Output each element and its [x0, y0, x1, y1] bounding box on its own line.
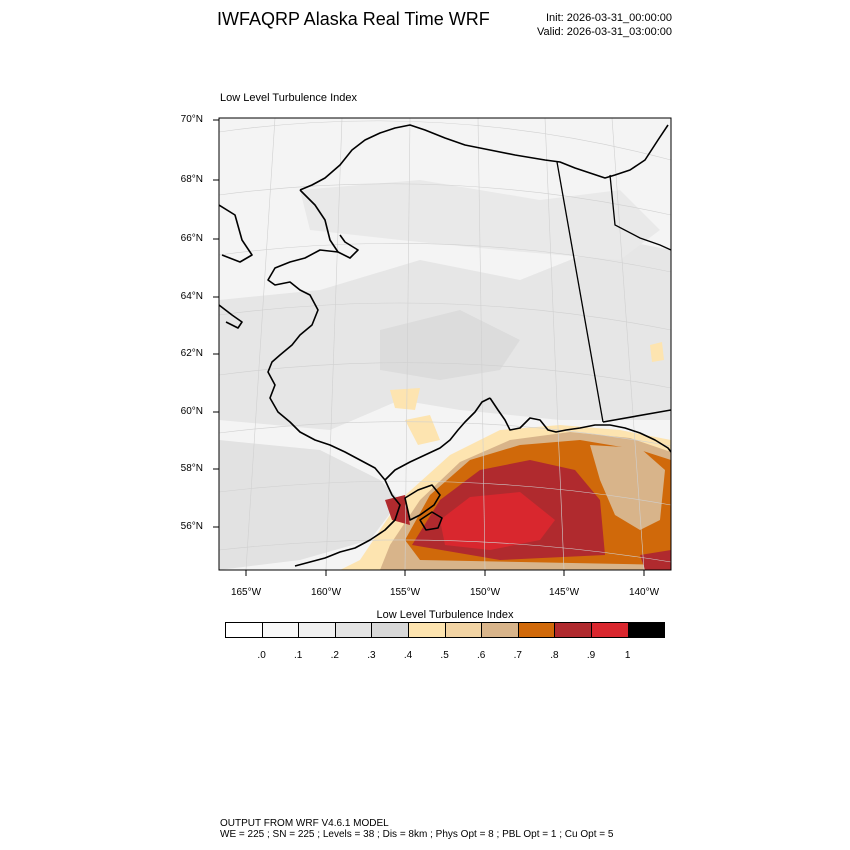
lon-label: 145°W	[548, 587, 580, 598]
lon-label: 150°W	[469, 587, 501, 598]
colorbar-tick-label: 1	[624, 650, 631, 661]
lon-label: 165°W	[230, 587, 262, 598]
colorbar-swatch	[298, 622, 336, 638]
lat-label: 66°N	[180, 233, 203, 244]
lat-label: 56°N	[180, 521, 203, 532]
colorbar-swatch	[371, 622, 409, 638]
footer-params: WE = 225 ; SN = 225 ; Levels = 38 ; Dis …	[220, 829, 614, 840]
lon-label: 140°W	[628, 587, 660, 598]
colorbar-swatch	[517, 622, 555, 638]
footer-model: OUTPUT FROM WRF V4.6.1 MODEL	[220, 818, 389, 829]
colorbar-tick-label: .8	[550, 650, 559, 661]
lat-label: 68°N	[180, 174, 203, 185]
colorbar-swatch	[261, 622, 299, 638]
map-frame	[218, 117, 672, 571]
colorbar-swatch	[627, 622, 665, 638]
colorbar-swatch	[554, 622, 592, 638]
chart-title: IWFAQRP Alaska Real Time WRF	[217, 9, 490, 29]
plot-title: Low Level Turbulence Index	[220, 92, 357, 104]
colorbar-swatch	[225, 622, 262, 638]
lon-label: 160°W	[310, 587, 342, 598]
init-time: Init: 2026-03-31_00:00:00	[546, 12, 672, 24]
lat-label: 60°N	[180, 406, 203, 417]
colorbar-swatch	[408, 622, 445, 638]
map-fill	[219, 118, 671, 570]
colorbar-title: Low Level Turbulence Index	[376, 609, 514, 621]
colorbar-swatch	[444, 622, 482, 638]
colorbar-tick-label: .2	[330, 650, 339, 661]
colorbar-swatch	[481, 622, 519, 638]
colorbar-tick-label: .0	[257, 650, 266, 661]
valid-time: Valid: 2026-03-31_03:00:00	[537, 26, 672, 38]
lon-label: 155°W	[389, 587, 421, 598]
colorbar-swatch	[334, 622, 372, 638]
lat-label: 64°N	[180, 291, 203, 302]
lat-label: 62°N	[180, 348, 203, 359]
lat-label: 58°N	[180, 463, 203, 474]
colorbar-tick-label: .5	[440, 650, 449, 661]
colorbar-tick-label: .7	[513, 650, 522, 661]
colorbar-tick-label: .6	[477, 650, 486, 661]
colorbar-tick-label: .9	[586, 650, 596, 661]
colorbar-tick-label: .3	[367, 650, 376, 661]
colorbar-tick-label: .4	[403, 650, 413, 661]
colorbar-swatch	[591, 622, 628, 638]
colorbar-tick-label: .1	[294, 650, 303, 661]
lat-label: 70°N	[180, 114, 203, 125]
